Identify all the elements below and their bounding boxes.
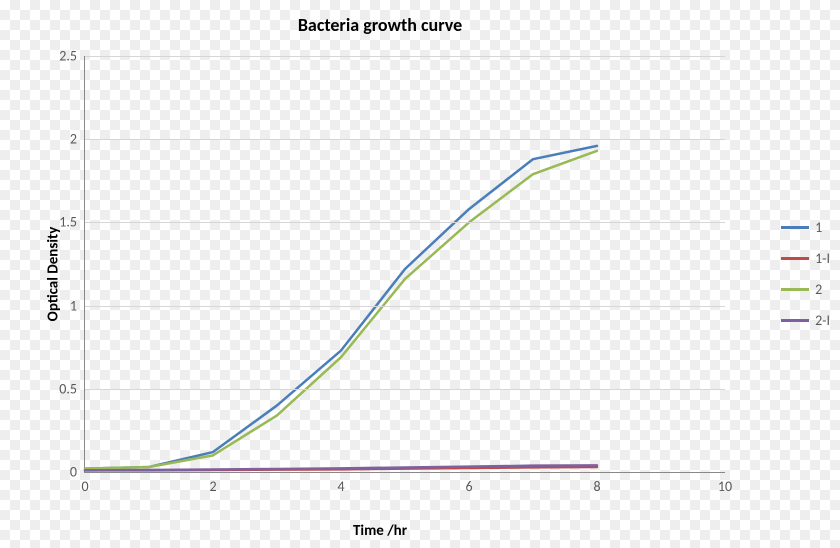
gridline-h <box>85 222 725 223</box>
chart-container: Bacteria growth curve Optical Density Ti… <box>0 0 840 548</box>
gridline-h <box>85 306 725 307</box>
series-line <box>85 146 597 469</box>
series-lines <box>85 56 725 472</box>
legend-swatch <box>781 319 809 322</box>
legend-item: 1-I <box>781 250 830 267</box>
x-tick-label: 10 <box>718 472 732 495</box>
gridline-h <box>85 56 725 57</box>
x-tick-label: 0 <box>81 472 88 495</box>
legend-item: 2 <box>781 281 830 298</box>
legend-label: 2-I <box>815 312 830 329</box>
gridline-h <box>85 389 725 390</box>
legend-item: 2-I <box>781 312 830 329</box>
plot-area: 00.511.522.50246810 <box>84 56 725 473</box>
legend-swatch <box>781 257 809 260</box>
y-tick-label: 2 <box>70 131 85 148</box>
y-axis-label: Optical Density <box>44 227 62 322</box>
y-tick-label: 0.5 <box>59 380 85 397</box>
x-tick-label: 8 <box>593 472 600 495</box>
x-axis-label: Time /hr <box>0 522 760 540</box>
chart-title: Bacteria growth curve <box>0 14 760 36</box>
x-tick-label: 2 <box>209 472 216 495</box>
x-tick-label: 6 <box>465 472 472 495</box>
y-tick-label: 2.5 <box>59 48 85 65</box>
gridline-h <box>85 139 725 140</box>
legend-label: 1-I <box>815 250 830 267</box>
x-tick-label: 4 <box>337 472 344 495</box>
legend: 1 1-I 2 2-I <box>781 219 830 329</box>
y-tick-label: 1 <box>70 297 85 314</box>
legend-item: 1 <box>781 219 830 236</box>
legend-label: 2 <box>815 281 822 298</box>
series-line <box>85 151 597 469</box>
y-tick-label: 1.5 <box>59 214 85 231</box>
legend-swatch <box>781 226 809 229</box>
legend-swatch <box>781 288 809 291</box>
legend-label: 1 <box>815 219 822 236</box>
